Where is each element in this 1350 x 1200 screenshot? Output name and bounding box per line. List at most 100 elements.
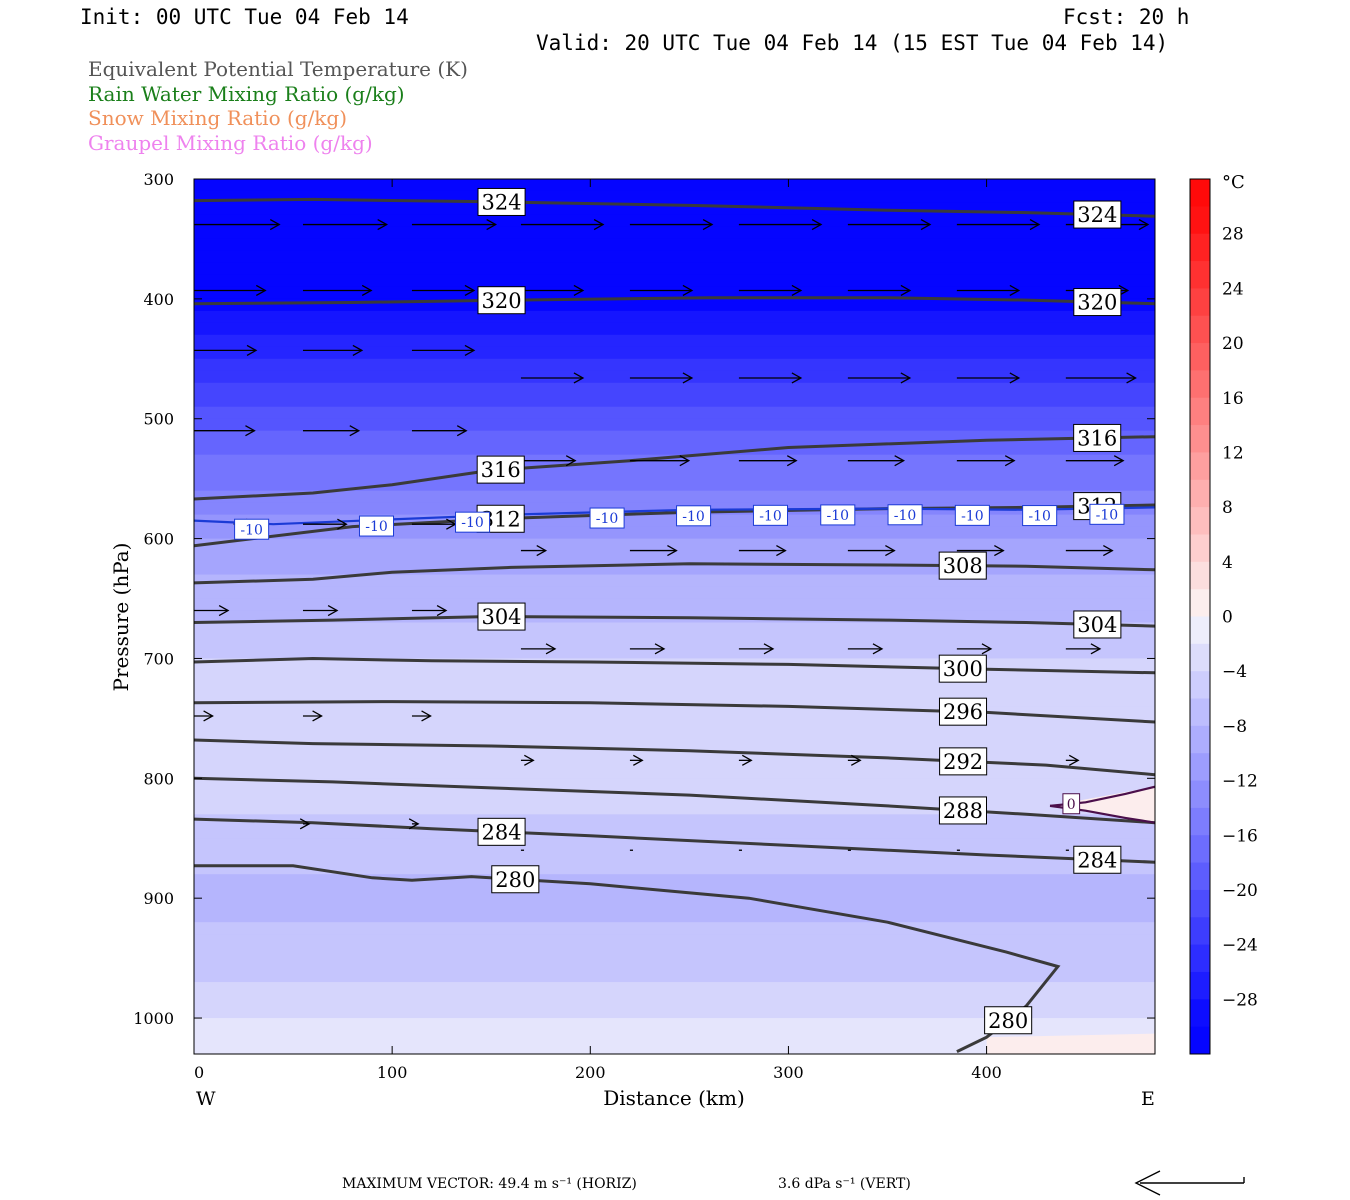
colorbar-tick-label: 12	[1222, 443, 1244, 463]
colorbar-swatch	[1190, 780, 1210, 809]
shading-band	[194, 1006, 1155, 1019]
wind-vector	[738, 218, 823, 231]
contour-label-text: -10	[827, 508, 850, 524]
wind-vector	[302, 284, 373, 297]
colorbar-tick-label: −8	[1222, 717, 1247, 737]
contour-label: 284	[1073, 845, 1122, 874]
wind-vector	[302, 344, 364, 356]
shading-band	[194, 910, 1155, 923]
contour-label-text: 280	[988, 1009, 1028, 1033]
wind-vector-head	[299, 818, 311, 830]
contour-label: -10	[455, 511, 491, 533]
wind-vector-head	[900, 284, 912, 297]
shading-band	[194, 958, 1155, 971]
contour-label-box	[752, 504, 789, 526]
shading-band	[194, 190, 1155, 204]
contour-label-box	[887, 504, 923, 526]
contour-label-text: 304	[481, 605, 521, 629]
shading-band	[194, 179, 1155, 192]
contour-label: 280	[984, 1006, 1033, 1035]
shading-band	[194, 370, 1155, 384]
shading-band	[194, 586, 1155, 600]
wind-vector-head	[327, 604, 339, 617]
contour-label-box	[954, 504, 990, 526]
shading-band	[194, 238, 1155, 252]
wind-vector	[302, 710, 323, 722]
contour-label: -10	[1089, 503, 1125, 525]
contour-label: 284	[477, 817, 526, 846]
shading-band	[194, 202, 1155, 216]
contour-label: 308	[938, 551, 987, 580]
contour-label-text: 324	[1077, 203, 1117, 227]
colorbar-tick-label: −12	[1222, 772, 1258, 792]
wind-vector	[847, 545, 896, 557]
wind-vector-head	[1103, 545, 1114, 557]
wind-vector-head	[464, 284, 476, 297]
shading-band	[194, 394, 1155, 408]
legend-theta-e: Equivalent Potential Temperature (K)	[88, 57, 468, 81]
wind-vector-head	[524, 754, 535, 766]
y-tick-label: 800	[143, 769, 174, 788]
colorbar-swatch	[1190, 971, 1210, 1000]
wind-vector-head	[994, 545, 1005, 557]
max-vector-vertical: 3.6 dPa s⁻¹ (VERT)	[778, 1176, 911, 1192]
colorbar-swatch	[1190, 397, 1210, 426]
contour-label-text: 288	[943, 799, 983, 823]
wind-vector-head	[1118, 284, 1130, 297]
contour-label-text: 316	[1077, 426, 1117, 450]
theta-e-contour	[194, 614, 1155, 628]
contour-label-text: 284	[1077, 848, 1117, 872]
shading-band	[194, 418, 1155, 432]
colorbar-tick-label: 8	[1222, 498, 1233, 518]
contour-label-box	[491, 865, 540, 894]
contour-label-box	[476, 455, 525, 484]
warm-region	[1050, 786, 1155, 823]
contour-label-text: -10	[961, 508, 984, 524]
wind-vector-head	[682, 372, 694, 384]
warm-region	[986, 1033, 1155, 1054]
colorbar-swatch	[1190, 835, 1210, 864]
wind-vector	[299, 818, 311, 830]
wind-vector	[629, 545, 678, 557]
y-tick-label: 1000	[133, 1009, 174, 1028]
contour-label-text: 320	[1077, 291, 1117, 315]
wind-vector	[302, 518, 348, 530]
legend-snow: Snow Mixing Ratio (g/kg)	[88, 106, 348, 130]
wind-vector-head	[1138, 218, 1150, 231]
wind-vector	[411, 284, 476, 297]
colorbar-swatch	[1190, 889, 1210, 918]
shading-band	[194, 310, 1155, 324]
contour-label: -10	[234, 518, 270, 540]
wind-vector-head	[203, 710, 214, 722]
shading-band	[194, 778, 1155, 791]
colorbar-swatch	[1190, 534, 1210, 563]
wind-vector	[847, 754, 862, 766]
wind-vector-head	[981, 643, 993, 655]
shading-band	[194, 766, 1155, 779]
colorbar-swatch	[1190, 589, 1210, 617]
contour-label-box	[820, 504, 856, 526]
contour-label-box	[1073, 845, 1122, 874]
colorbar-swatch	[1190, 753, 1210, 782]
contour-label-text: -10	[682, 509, 705, 525]
wind-vector-head	[776, 545, 787, 557]
wind-vector-head	[545, 643, 557, 655]
contour-label: 300	[938, 654, 987, 683]
shading-band	[194, 826, 1155, 839]
wind-vector-head	[349, 425, 361, 437]
wind-vector	[194, 284, 267, 297]
wind-vector	[629, 218, 714, 231]
contour-label-text: 324	[482, 191, 522, 215]
contour-label-text: 304	[1077, 613, 1117, 637]
contour-label-text: -10	[596, 511, 619, 527]
contour-label: -10	[676, 505, 712, 527]
contour-label-text: -10	[894, 508, 917, 524]
wind-vector-head	[1009, 284, 1021, 297]
wind-vector-head	[682, 284, 694, 297]
shading-band	[194, 214, 1155, 228]
contour-label-text: 308	[943, 554, 983, 578]
wind-vector	[956, 643, 993, 655]
wind-vector-head	[1090, 643, 1102, 655]
wind-vector	[520, 455, 577, 467]
wind-vector-head	[894, 455, 906, 467]
